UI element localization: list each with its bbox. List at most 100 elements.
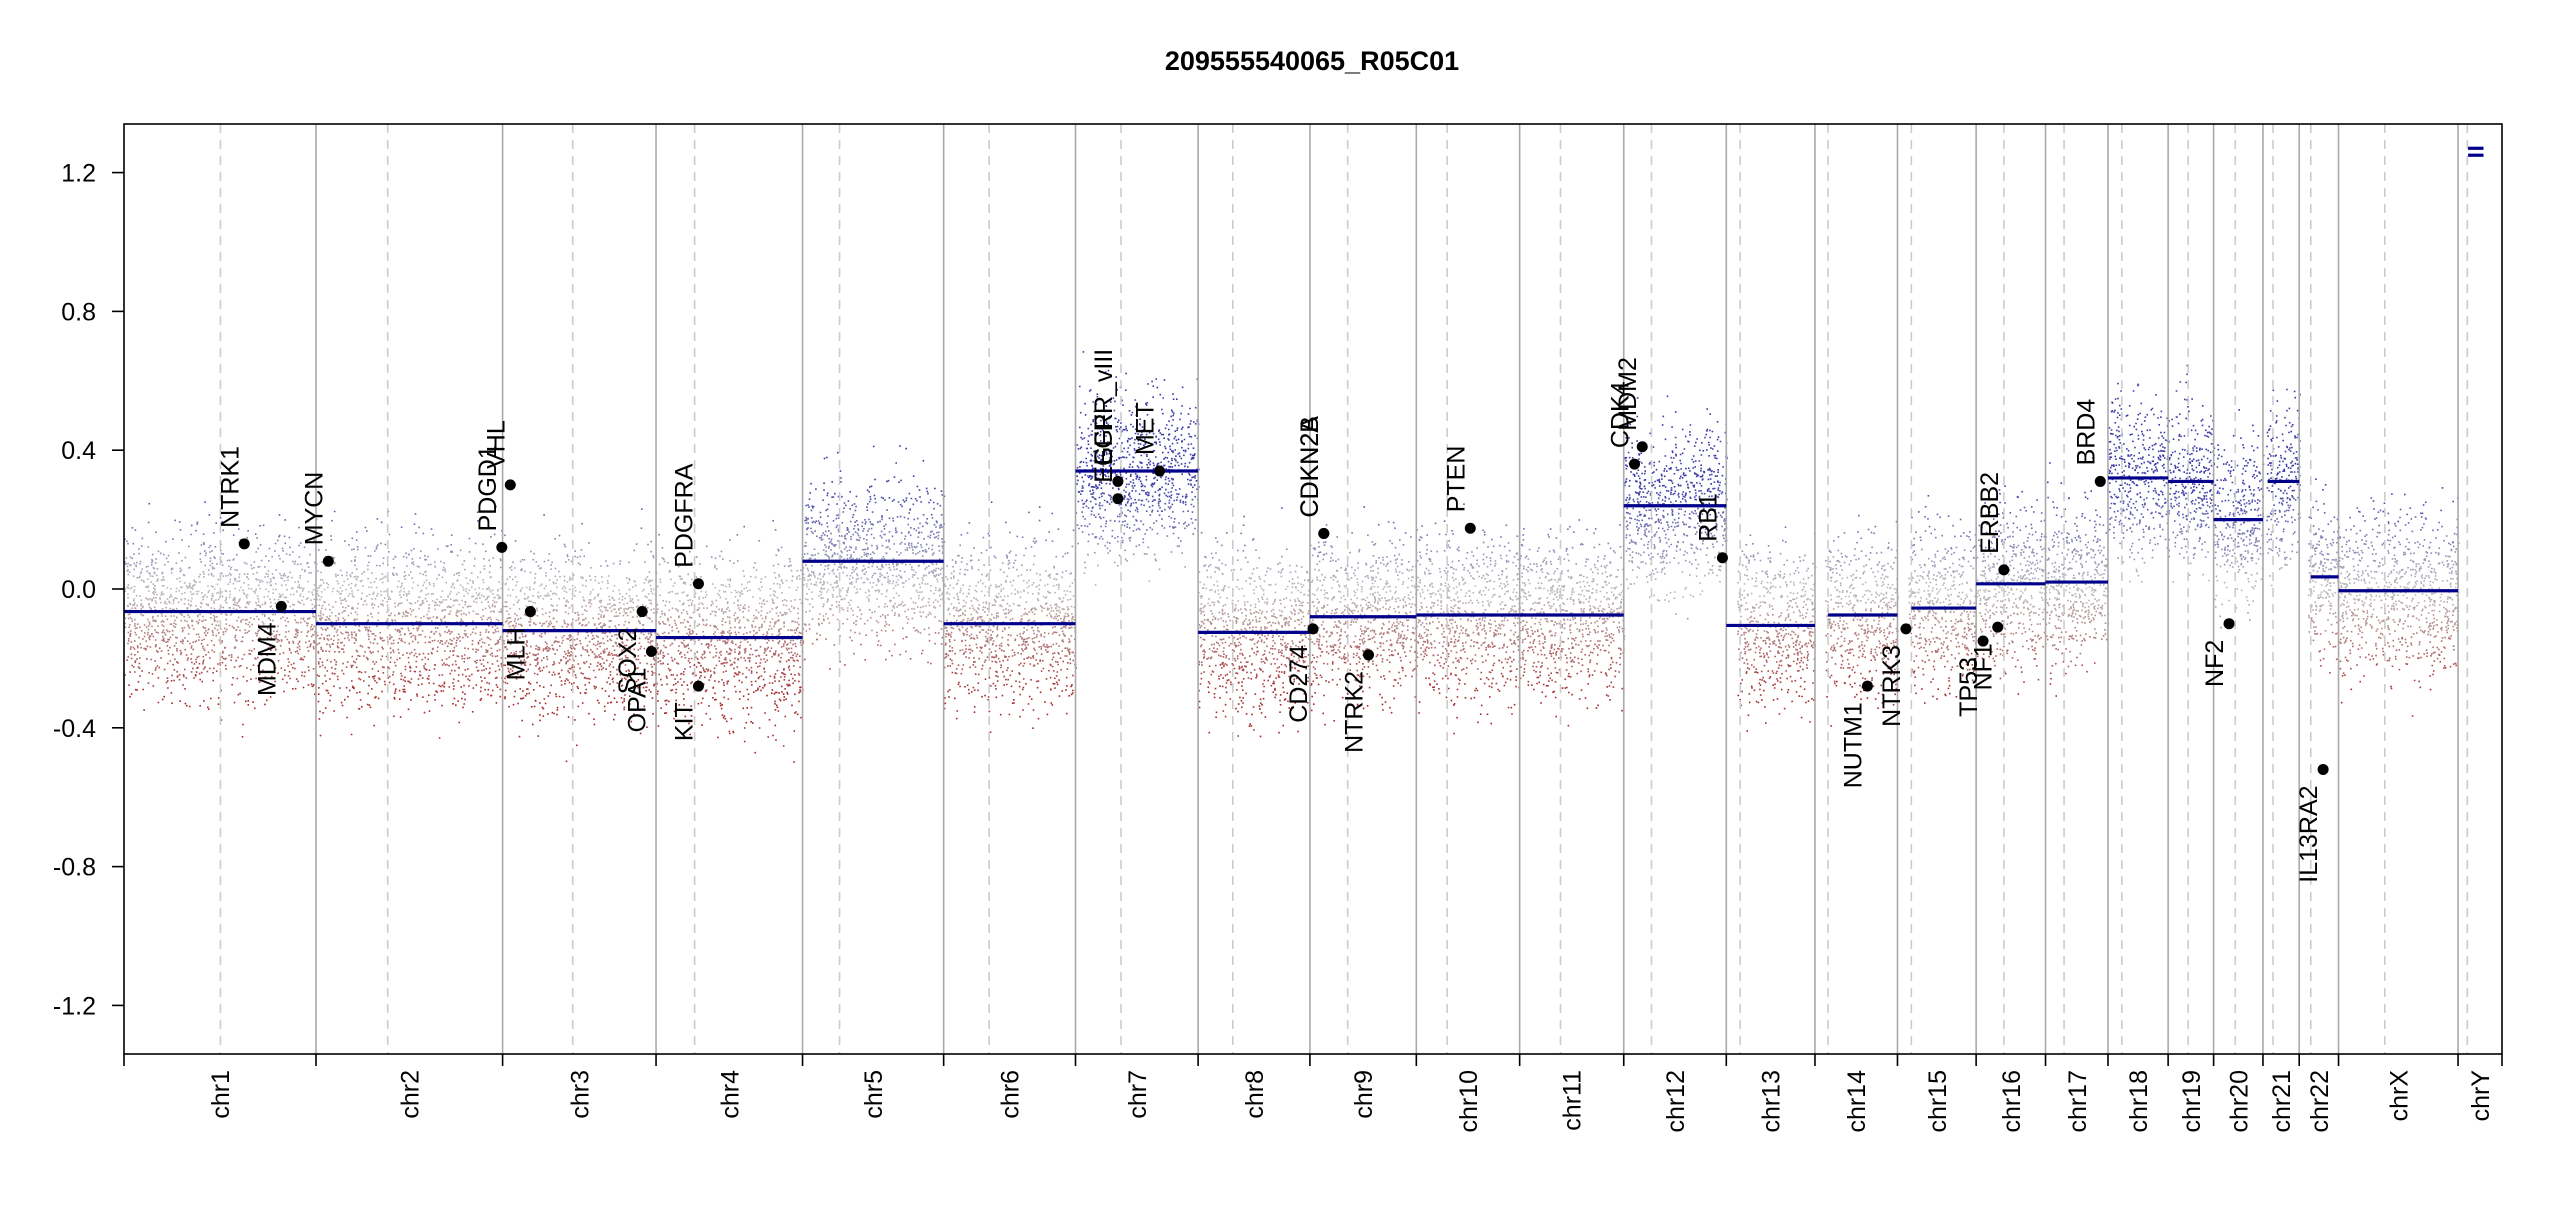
probe-cloud-chr4-40 [689,599,796,601]
probe-cloud-chr1-187 [147,521,199,524]
probe-cloud-chrX-39 [2357,569,2457,573]
probe-cloud-chr16-72 [1996,642,2047,645]
probe-cloud-chrX-217 [2345,659,2391,662]
probe-cloud-chr19-18 [2181,492,2206,495]
probe-cloud-chr21-48 [2287,520,2289,523]
probe-cloud-chr20-67 [2214,598,2216,601]
probe-cloud-chrX-160 [2437,631,2439,633]
probe-cloud-chr7-28 [1104,509,1154,512]
probe-cloud-chr15-173 [1913,603,1962,606]
probe-cloud-chr13-113 [1803,688,1806,690]
probe-cloud-chr3-87 [507,622,641,625]
probe-cloud-chr1-204 [124,538,174,541]
probe-cloud-chr11-126 [1572,600,1581,603]
probe-cloud-chr1-108 [157,615,172,617]
probe-cloud-chr5-25 [888,580,939,583]
probe-cloud-chr5-205 [909,658,912,660]
probe-cloud-chr16-53 [2008,573,2030,576]
probe-cloud-chr11-207 [1553,624,1572,626]
probe-cloud-chr6-80 [966,569,1032,572]
probe-cloud-chr17-157 [2057,592,2060,595]
probe-cloud-chr19-64 [2180,547,2195,550]
probe-cloud-chr6-227 [987,532,990,535]
probe-cloud-chr20-82 [2245,511,2248,513]
probe-cloud-chr12-138 [1695,575,1698,577]
probe-cloud-chr2-168 [326,669,497,673]
probe-cloud-chr2-221 [373,591,460,594]
probe-cloud-chrX-221 [2411,530,2414,533]
probe-cloud-chr10-67 [1425,654,1477,657]
probe-cloud-chr7-96 [1135,545,1138,548]
probe-cloud-chrX-100 [2339,638,2400,641]
probe-cloud-chr21-55 [2271,490,2301,493]
probe-cloud-chr5-137 [855,620,940,622]
probe-cloud-chr5-139 [806,567,943,570]
probe-cloud-chr2-101 [321,682,446,685]
probe-cloud-chr16-133 [2012,531,2037,533]
probe-cloud-chr19-63 [2170,505,2214,508]
probe-cloud-chr3-8 [528,609,640,612]
probe-cloud-chr12-118 [1653,594,1655,597]
probe-cloud-chr6-56 [950,572,1072,575]
probe-cloud-chr21-15 [2279,510,2286,513]
probe-cloud-chr13-48 [1751,577,1784,580]
probe-cloud-chr9-126 [1346,577,1410,580]
probe-cloud-chr10-161 [1450,638,1453,640]
probe-cloud-chr10-147 [1425,553,1518,555]
probe-cloud-chr17-81 [2072,638,2085,640]
probe-cloud-chrX-103 [2353,569,2403,572]
probe-cloud-chr8-53 [1204,555,1283,558]
probe-cloud-chr1-163 [163,668,252,671]
probe-cloud-chr19-53 [2202,573,2204,576]
probe-cloud-chr3-16 [506,594,638,597]
probe-cloud-chr9-38 [1324,596,1414,599]
probe-cloud-chr15-59 [1919,600,1965,602]
probe-cloud-chr13-67 [1759,678,1761,681]
probe-cloud-chr2-49 [355,649,487,652]
probe-cloud-chr16-127 [1997,576,2024,579]
probe-cloud-chr14-124 [1830,674,1833,677]
probe-cloud-chr10-27 [1425,606,1452,609]
probe-cloud-chr2-130 [331,672,452,675]
probe-cloud-chr5-148 [817,577,924,580]
probe-cloud-chr2-53 [344,540,346,542]
probe-cloud-chr1-62 [133,585,214,588]
probe-cloud-chr9-206 [1343,658,1346,660]
probe-cloud-chr9-76 [1311,660,1384,663]
probe-cloud-chr1-29 [181,613,274,616]
probe-cloud-chr8-4 [1216,567,1269,569]
probe-cloud-chr4-140 [796,569,799,572]
probe-cloud-chr17-105 [2052,585,2068,588]
probe-cloud-chr14-106 [1830,598,1858,601]
probe-cloud-chr15-18 [1932,603,1971,606]
probe-cloud-chr18-1 [2108,382,2170,487]
probe-cloud-chr10-37 [1443,549,1511,552]
probe-cloud-chr9-104 [1317,541,1325,544]
probe-cloud-chr5-221 [930,662,932,665]
probe-cloud-chr15-189 [1946,552,1948,554]
probe-cloud-chr2-220 [450,551,452,553]
probe-cloud-chr4-134 [745,586,799,589]
probe-cloud-chr9-72 [1343,661,1412,664]
probe-cloud-chr4-107 [700,587,717,590]
probe-cloud-chr12-87 [1704,574,1706,577]
probe-cloud-chrX-66 [2359,680,2420,683]
probe-cloud-chr13-186 [1776,635,1778,638]
probe-cloud-chr6-67 [943,666,1002,669]
probe-cloud-chr17-51 [2068,614,2106,617]
probe-cloud-chr19-72 [2170,498,2172,501]
probe-cloud-chr21-16 [2268,539,2281,541]
probe-cloud-chr20-44 [2224,548,2259,551]
probe-cloud-chr16-166 [2027,607,2029,610]
probe-cloud-chr1-229 [188,586,301,588]
probe-cloud-chr18-76 [2135,568,2138,571]
probe-cloud-chr18-43 [2110,495,2142,499]
probe-cloud-chr11-187 [1578,519,1581,521]
probe-cloud-chr12-122 [1682,596,1684,598]
probe-cloud-chr5-168 [905,650,907,653]
chromosome-borders [219,124,2469,1054]
probe-cloud-chr16-123 [1978,524,1981,527]
probe-cloud-chrX-45 [2349,593,2417,596]
probe-cloud-chr15-185 [1927,593,1931,596]
probe-cloud-chr17-168 [2076,525,2078,527]
